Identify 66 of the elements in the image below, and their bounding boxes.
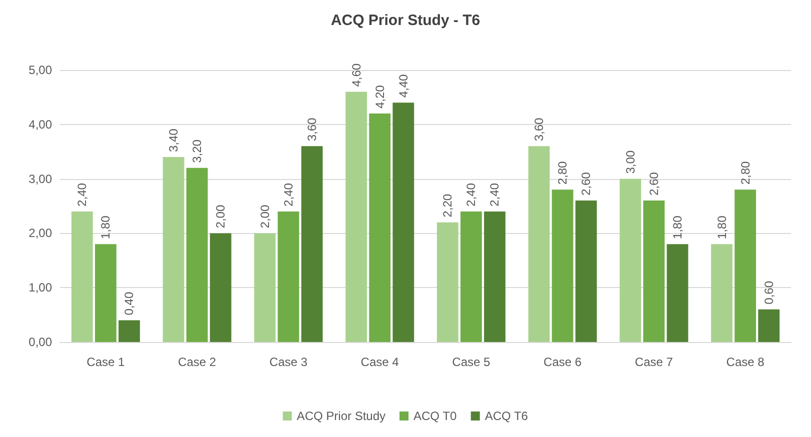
bar <box>460 211 482 342</box>
y-tick-label: 4,00 <box>28 117 52 132</box>
y-tick-label: 3,00 <box>28 172 52 186</box>
bar <box>575 200 597 342</box>
y-tick-label: 1,00 <box>28 280 52 295</box>
data-label: 0,40 <box>122 292 136 316</box>
bar <box>94 244 116 342</box>
data-label: 2,80 <box>556 161 570 185</box>
x-tick-label: Case 8 <box>726 355 765 369</box>
data-label: 2,80 <box>738 161 752 185</box>
bar <box>758 309 780 342</box>
bar <box>552 190 574 342</box>
bar <box>392 102 414 342</box>
bar <box>278 211 300 342</box>
data-label: 3,20 <box>190 139 204 163</box>
legend-label: ACQ T0 <box>414 409 457 423</box>
bar <box>734 190 756 342</box>
data-label: 2,00 <box>258 204 272 228</box>
data-label: 2,60 <box>646 172 661 196</box>
data-label: 4,60 <box>349 63 364 87</box>
data-label: 2,40 <box>281 182 296 206</box>
x-tick-label: Case 7 <box>634 355 674 369</box>
bar <box>528 146 550 342</box>
legend-label: ACQ Prior Study <box>296 409 386 423</box>
y-tick-label: 2,00 <box>28 226 52 240</box>
bar <box>210 233 232 342</box>
data-label: 2,60 <box>579 172 594 196</box>
data-label: 4,20 <box>372 84 387 109</box>
data-label: 2,40 <box>464 182 478 206</box>
bar <box>643 200 665 342</box>
x-tick-label: Case 4 <box>360 355 400 369</box>
y-tick-label: 0,00 <box>28 335 52 349</box>
data-label: 2,00 <box>214 204 228 228</box>
data-label: 2,40 <box>488 182 502 206</box>
data-label: 0,60 <box>762 280 776 304</box>
data-label: 3,40 <box>166 128 181 152</box>
data-label: 3,60 <box>532 117 546 142</box>
x-tick-label: Case 3 <box>269 355 308 369</box>
x-tick-label: Case 6 <box>544 355 582 369</box>
x-tick-label: Case 1 <box>86 355 126 369</box>
bar <box>711 244 732 342</box>
data-label: 4,40 <box>396 74 410 98</box>
bar <box>436 222 458 342</box>
bar <box>484 211 506 342</box>
bar <box>71 211 93 342</box>
y-tick-label: 5,00 <box>28 63 52 77</box>
x-tick-label: Case 5 <box>452 355 491 369</box>
bar <box>186 168 208 342</box>
bar <box>162 157 184 342</box>
bar <box>346 92 367 342</box>
data-label: 1,80 <box>98 215 113 240</box>
data-label: 1,80 <box>714 215 729 240</box>
bar <box>369 114 391 342</box>
chart-title: ACQ Prior Study - T6 <box>330 12 480 29</box>
data-label: 3,60 <box>304 117 319 142</box>
legend-label: ACQ T6 <box>484 409 528 423</box>
bar <box>301 146 323 342</box>
bar <box>666 244 688 342</box>
bar <box>118 320 140 342</box>
x-tick-label: Case 2 <box>178 355 216 369</box>
bar <box>254 233 276 342</box>
data-label: 3,00 <box>623 150 638 174</box>
data-label: 1,80 <box>670 215 684 240</box>
bar <box>620 178 642 342</box>
data-label: 2,40 <box>75 182 90 206</box>
data-label: 2,20 <box>440 194 455 218</box>
